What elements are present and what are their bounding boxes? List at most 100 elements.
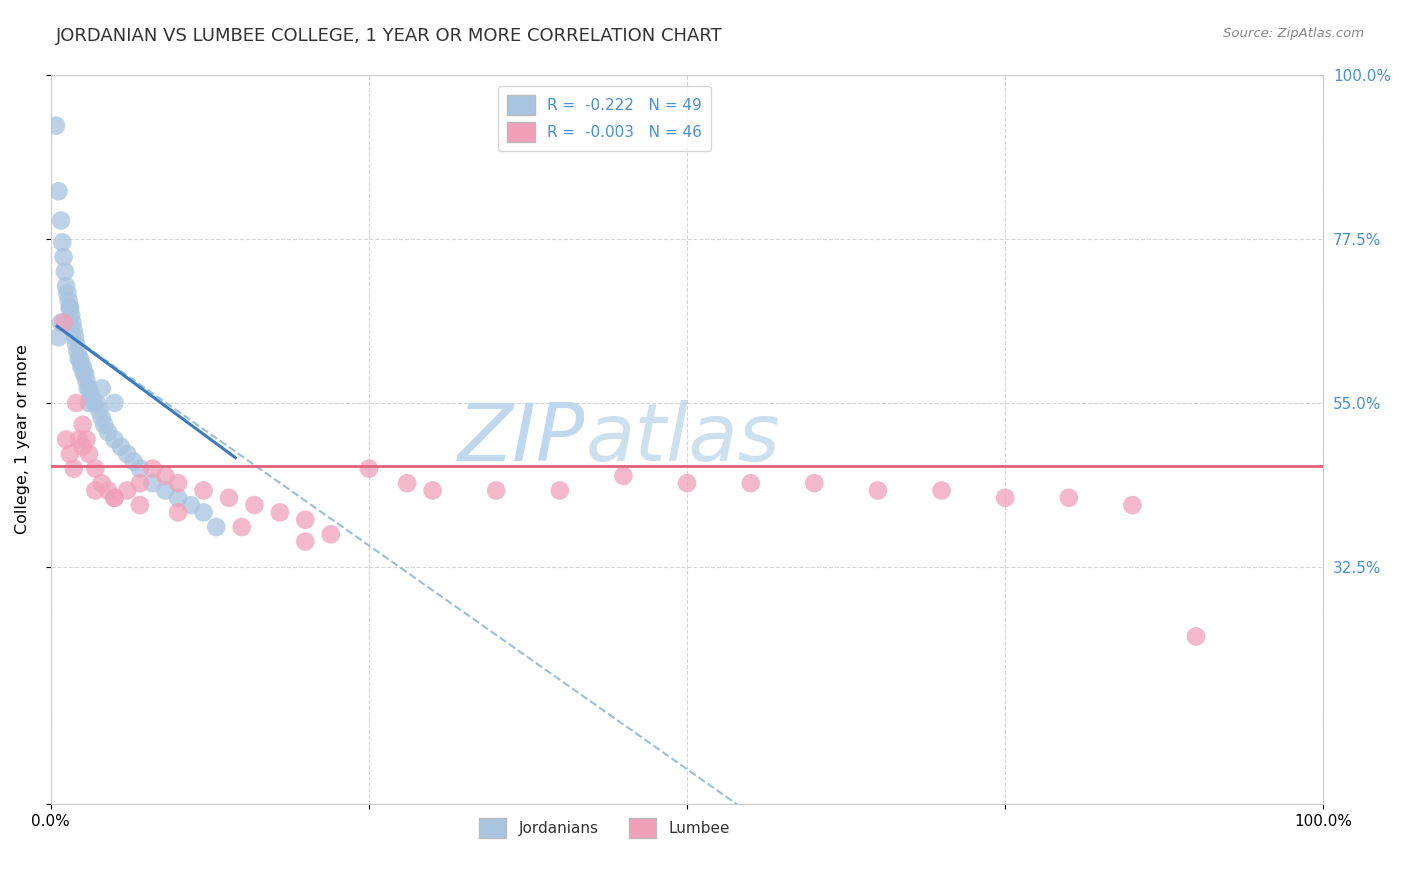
Point [115,483,138,498]
Point [994,491,1017,505]
Point [90,476,112,491]
Point [72,417,94,432]
Point [83,396,105,410]
Point [103,491,125,505]
Point [319,527,342,541]
Point [59,301,82,315]
Point [548,483,571,498]
Point [49,316,72,330]
Point [72,440,94,454]
Text: atlas: atlas [585,401,780,478]
Point [357,461,380,475]
Point [65,337,87,351]
Point [62,461,84,475]
Point [53,264,76,278]
Text: Source: ZipAtlas.com: Source: ZipAtlas.com [1223,27,1364,40]
Point [167,476,190,491]
Point [193,483,215,498]
Point [612,469,634,483]
Point [866,483,889,498]
Point [205,520,228,534]
Point [52,316,75,330]
Point [129,476,152,491]
Point [97,425,120,439]
Point [77,396,100,410]
Point [180,498,202,512]
Point [803,476,825,491]
Point [65,396,87,410]
Point [84,483,107,498]
Point [70,359,93,374]
Point [72,359,94,374]
Point [103,491,125,505]
Point [73,367,96,381]
Point [294,534,316,549]
Point [231,520,253,534]
Point [84,461,107,475]
Point [93,417,115,432]
Point [75,367,97,381]
Point [740,476,762,491]
Point [63,330,86,344]
Text: ZIP: ZIP [458,401,585,478]
Point [97,483,120,498]
Point [103,433,125,447]
Point [48,184,70,198]
Point [193,505,215,519]
Point [52,250,75,264]
Point [59,301,82,315]
Point [86,396,108,410]
Point [110,440,132,454]
Point [62,323,84,337]
Point [75,374,97,388]
Point [142,461,165,475]
Point [676,476,699,491]
Point [80,389,103,403]
Legend: Jordanians, Lumbee: Jordanians, Lumbee [472,813,737,844]
Point [1121,498,1143,512]
Point [931,483,953,498]
Point [76,381,98,395]
Point [422,483,444,498]
Point [67,433,90,447]
Point [77,447,100,461]
Point [55,279,77,293]
Point [243,498,266,512]
Point [58,293,80,308]
Point [1057,491,1080,505]
Point [49,213,72,227]
Point [56,286,79,301]
Point [1185,630,1208,644]
Point [294,513,316,527]
Point [62,316,84,330]
Point [485,483,508,498]
Point [45,119,67,133]
Point [51,235,73,250]
Point [155,469,177,483]
Point [89,403,111,417]
Point [60,309,83,323]
Point [396,476,419,491]
Point [90,381,112,395]
Text: JORDANIAN VS LUMBEE COLLEGE, 1 YEAR OR MORE CORRELATION CHART: JORDANIAN VS LUMBEE COLLEGE, 1 YEAR OR M… [56,27,723,45]
Y-axis label: College, 1 year or more: College, 1 year or more [15,344,30,534]
Point [155,483,177,498]
Point [67,352,90,367]
Point [69,352,91,367]
Point [90,410,112,425]
Point [75,433,97,447]
Point [142,476,165,491]
Point [167,505,190,519]
Point [122,454,145,468]
Point [59,447,82,461]
Point [167,491,190,505]
Point [218,491,240,505]
Point [129,498,152,512]
Point [66,344,89,359]
Point [48,330,70,344]
Point [115,447,138,461]
Point [55,433,77,447]
Point [129,461,152,475]
Point [77,381,100,395]
Point [269,505,291,519]
